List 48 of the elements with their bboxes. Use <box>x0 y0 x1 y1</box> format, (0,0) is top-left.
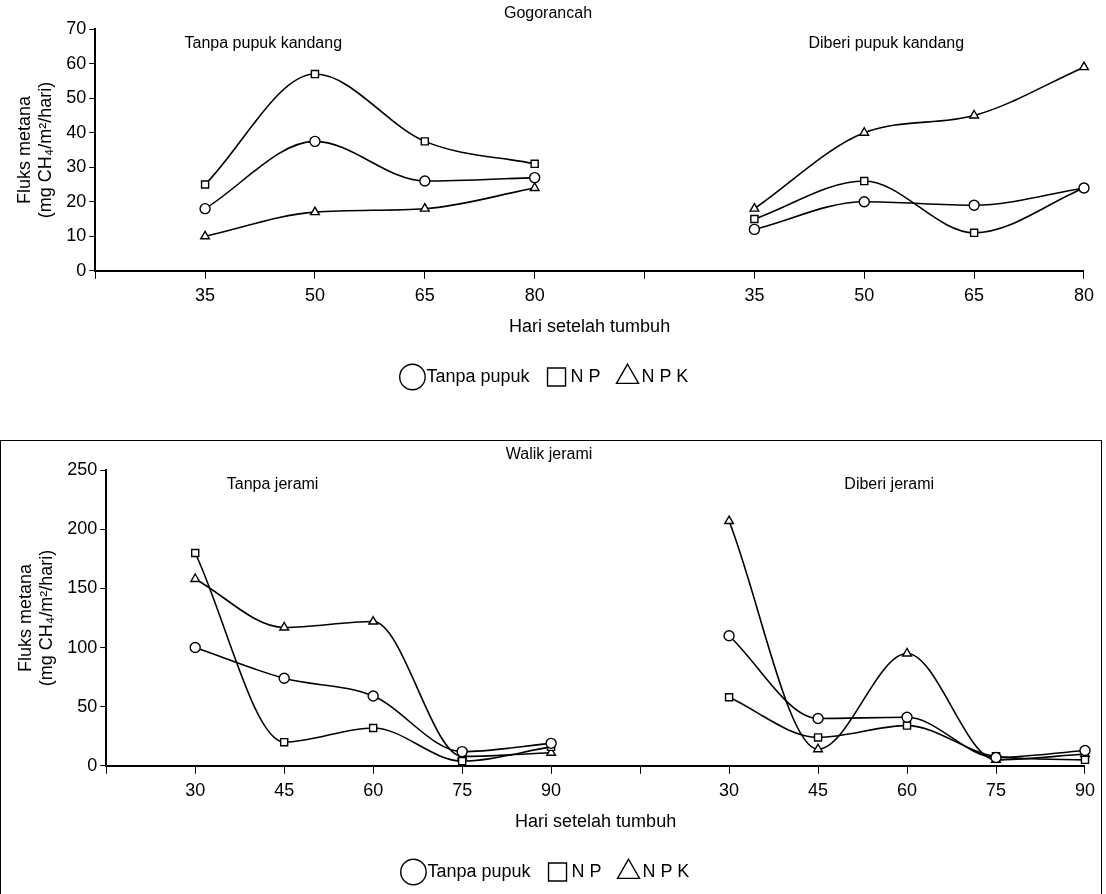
y-tick-label: 20 <box>66 190 87 211</box>
legend-label: N P K <box>642 860 690 881</box>
chart-title: Walik jerami <box>505 445 593 463</box>
y-axis-title: Fluks metana (mg CH₄/m²/hari) <box>14 549 57 687</box>
annotation: Diberi pupuk kandang <box>808 33 965 51</box>
y-axis-title: Fluks metana (mg CH₄/m²/hari) <box>13 81 56 219</box>
y-tick-label: 50 <box>77 695 98 716</box>
y-tick-label: 50 <box>66 87 87 108</box>
y-tick-label: 0 <box>76 259 87 280</box>
annotation: Tanpa jerami <box>226 474 319 492</box>
y-tick-label: 0 <box>87 754 98 775</box>
x-tick-label: 35 <box>195 284 216 305</box>
x-tick-label: 80 <box>1073 284 1094 305</box>
x-tick-label: 50 <box>854 284 875 305</box>
x-tick-label: 90 <box>541 779 562 800</box>
annotation: Diberi jerami <box>844 474 935 492</box>
y-tick-label: 150 <box>67 577 98 598</box>
legend-label: N P K <box>641 365 689 386</box>
legend-label: Tanpa pupuk <box>427 860 532 881</box>
y-tick-label: 200 <box>67 518 98 539</box>
y-tick-label: 250 <box>67 459 98 480</box>
y-tick-label: 100 <box>67 636 98 657</box>
x-tick-label: 60 <box>897 779 918 800</box>
y-tick-label: 30 <box>66 156 87 177</box>
x-tick-label: 75 <box>452 779 473 800</box>
x-axis-title: Hari setelah tumbuh <box>515 811 677 832</box>
legend-label: N P <box>571 860 602 881</box>
x-axis-title: Hari setelah tumbuh <box>509 316 671 337</box>
x-tick-label: 80 <box>524 284 545 305</box>
annotation: Tanpa pupuk kandang <box>184 33 343 51</box>
x-tick-label: 65 <box>414 284 435 305</box>
x-tick-label: 50 <box>304 284 325 305</box>
x-tick-label: 90 <box>1074 779 1095 800</box>
x-tick-label: 45 <box>274 779 295 800</box>
x-tick-label: 60 <box>363 779 384 800</box>
y-tick-label: 70 <box>66 18 87 39</box>
x-tick-label: 65 <box>964 284 985 305</box>
y-tick-label: 60 <box>66 52 87 73</box>
x-tick-label: 30 <box>185 779 206 800</box>
x-tick-label: 35 <box>744 284 765 305</box>
x-tick-label: 75 <box>986 779 1007 800</box>
legend-label: Tanpa pupuk <box>426 365 531 386</box>
y-tick-label: 10 <box>66 225 87 246</box>
x-tick-label: 45 <box>808 779 829 800</box>
legend-label: N P <box>570 365 601 386</box>
y-tick-label: 40 <box>66 121 87 142</box>
chart-title: Gogorancah <box>503 4 593 22</box>
x-tick-label: 30 <box>719 779 740 800</box>
